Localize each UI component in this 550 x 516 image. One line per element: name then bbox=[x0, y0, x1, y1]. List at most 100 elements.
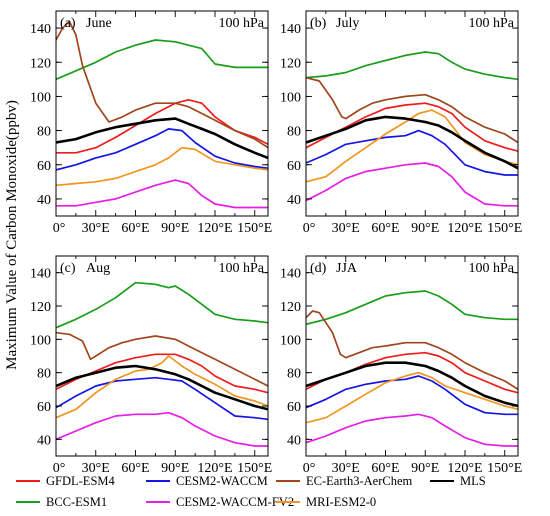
series-line-cesm2-waccm-fv2 bbox=[306, 162, 518, 207]
y-tick-label: 80 bbox=[287, 367, 301, 382]
legend-label: MLS bbox=[460, 474, 486, 488]
series-line-ec-earth3-aerchem bbox=[56, 20, 268, 149]
y-tick-label: 120 bbox=[280, 56, 301, 71]
x-tick-label: 90°E bbox=[161, 461, 189, 476]
plot-area-frame bbox=[305, 255, 519, 457]
legend-item-bcc-esm1: BCC-ESM1 bbox=[16, 495, 107, 509]
x-tick-label: 60°E bbox=[121, 221, 149, 236]
series-group-b bbox=[306, 51, 518, 207]
panel-title: July bbox=[336, 16, 359, 31]
panel-tag: (c) bbox=[60, 261, 76, 276]
y-tick-label: 100 bbox=[30, 90, 51, 105]
series-line-mri-esm2-0 bbox=[306, 109, 518, 183]
legend-label: GFDL-ESM4 bbox=[46, 474, 116, 488]
legend-label: BCC-ESM1 bbox=[46, 495, 107, 509]
series-line-mri-esm2-0 bbox=[306, 371, 518, 424]
legend-item-gfdl-esm4: GFDL-ESM4 bbox=[16, 474, 116, 488]
x-tick-label: 150°E bbox=[237, 461, 272, 476]
series-line-cesm2-waccm-fv2 bbox=[56, 179, 268, 209]
x-tick-label: 0° bbox=[53, 461, 66, 476]
panel-b: 40 60 80 100 120 140 0° 30°E 60°E 90°E 120°E 150°E (… bbox=[280, 10, 522, 236]
series-line-cesm2-waccm bbox=[306, 129, 518, 176]
legend-item-mls: MLS bbox=[430, 474, 486, 488]
x-tick-label: 0° bbox=[303, 461, 316, 476]
x-tick-label: 120°E bbox=[197, 221, 232, 236]
x-tick-label: 30°E bbox=[332, 461, 360, 476]
y-tick-label: 120 bbox=[30, 56, 51, 71]
series-group-c bbox=[56, 281, 268, 447]
legend-label: MRI-ESM2-0 bbox=[306, 495, 376, 509]
panels-group: 40 60 80 100 120 140 0° 30°E 60°E 90°E 120°E 150°E (… bbox=[30, 10, 522, 476]
x-tick-label: 90°E bbox=[411, 221, 439, 236]
legend-label: CESM2-WACCM bbox=[176, 474, 268, 488]
legend-item-mri-esm2-0: MRI-ESM2-0 bbox=[276, 495, 376, 509]
x-tick-label: 60°E bbox=[371, 221, 399, 236]
series-line-ec-earth3-aerchem bbox=[306, 76, 518, 144]
x-tick-label: 90°E bbox=[411, 461, 439, 476]
panel-d: 40 60 80 100 120 140 0° 30°E 60°E 90°E 120°E 150°E (… bbox=[280, 255, 522, 476]
series-line-ec-earth3-aerchem bbox=[56, 331, 268, 387]
y-tick-label: 80 bbox=[287, 125, 301, 140]
legend-label: CESM2-WACCM-FV2 bbox=[176, 495, 294, 509]
series-line-gfdl-esm4 bbox=[306, 102, 518, 152]
y-tick-label: 100 bbox=[280, 333, 301, 348]
x-tick-label: 30°E bbox=[332, 221, 360, 236]
series-line-cesm2-waccm-fv2 bbox=[306, 413, 518, 447]
series-line-bcc-esm1 bbox=[306, 290, 518, 326]
y-tick-label: 120 bbox=[30, 300, 51, 315]
series-line-cesm2-waccm bbox=[56, 376, 268, 421]
panel-title: June bbox=[86, 16, 112, 31]
y-tick-label: 80 bbox=[37, 125, 51, 140]
y-tick-label: 140 bbox=[30, 267, 51, 282]
x-tick-label: 150°E bbox=[487, 461, 522, 476]
x-tick-label: 120°E bbox=[447, 221, 482, 236]
y-tick-label: 60 bbox=[287, 400, 301, 415]
pressure-level-label: 100 hPa bbox=[469, 16, 515, 31]
x-tick-label: 0° bbox=[303, 221, 316, 236]
y-tick-label: 120 bbox=[280, 300, 301, 315]
pressure-level-label: 100 hPa bbox=[219, 261, 265, 276]
y-tick-label: 140 bbox=[280, 22, 301, 37]
x-tick-label: 60°E bbox=[371, 461, 399, 476]
x-tick-label: 120°E bbox=[197, 461, 232, 476]
y-tick-label: 40 bbox=[37, 433, 51, 448]
series-line-ec-earth3-aerchem bbox=[306, 310, 518, 391]
series-line-bcc-esm1 bbox=[56, 39, 268, 81]
panel-c: 40 60 80 100 120 140 0° 30°E 60°E 90°E 120°E 150°E (… bbox=[30, 255, 272, 476]
legend-item-ec-earth3-aerchem: EC-Earth3-AerChem bbox=[276, 474, 412, 488]
x-tick-label: 30°E bbox=[82, 221, 110, 236]
panel-title: JJA bbox=[336, 261, 358, 276]
legend-label: EC-Earth3-AerChem bbox=[306, 474, 412, 488]
pressure-level-label: 100 hPa bbox=[219, 16, 265, 31]
x-tick-label: 150°E bbox=[237, 221, 272, 236]
y-tick-label: 40 bbox=[287, 433, 301, 448]
series-line-mri-esm2-0 bbox=[56, 146, 268, 187]
y-tick-label: 140 bbox=[280, 267, 301, 282]
plot-area-frame bbox=[55, 255, 269, 457]
series-line-mls bbox=[306, 115, 518, 170]
x-tick-label: 60°E bbox=[121, 461, 149, 476]
y-tick-label: 100 bbox=[30, 333, 51, 348]
legend: GFDL-ESM4 CESM2-WACCM EC-Earth3-AerChem MLS… bbox=[16, 474, 486, 509]
x-tick-label: 30°E bbox=[82, 461, 110, 476]
series-line-cesm2-waccm bbox=[56, 128, 268, 171]
series-line-gfdl-esm4 bbox=[56, 353, 268, 394]
y-tick-label: 40 bbox=[37, 193, 51, 208]
series-line-bcc-esm1 bbox=[306, 51, 518, 81]
x-tick-label: 0° bbox=[53, 221, 66, 236]
plot-area-frame bbox=[305, 10, 519, 217]
y-tick-label: 60 bbox=[37, 159, 51, 174]
y-tick-label: 60 bbox=[287, 159, 301, 174]
x-tick-label: 90°E bbox=[161, 221, 189, 236]
series-line-mls bbox=[56, 364, 268, 411]
x-tick-label: 120°E bbox=[447, 461, 482, 476]
panel-tag: (a) bbox=[60, 16, 76, 31]
series-line-mls bbox=[306, 361, 518, 408]
series-line-cesm2-waccm-fv2 bbox=[56, 411, 268, 447]
series-group-a bbox=[56, 20, 268, 209]
legend-item-cesm2-waccm: CESM2-WACCM bbox=[146, 474, 268, 488]
series-line-bcc-esm1 bbox=[56, 281, 268, 329]
panel-tag: (d) bbox=[310, 261, 327, 276]
series-line-cesm2-waccm bbox=[306, 375, 518, 416]
